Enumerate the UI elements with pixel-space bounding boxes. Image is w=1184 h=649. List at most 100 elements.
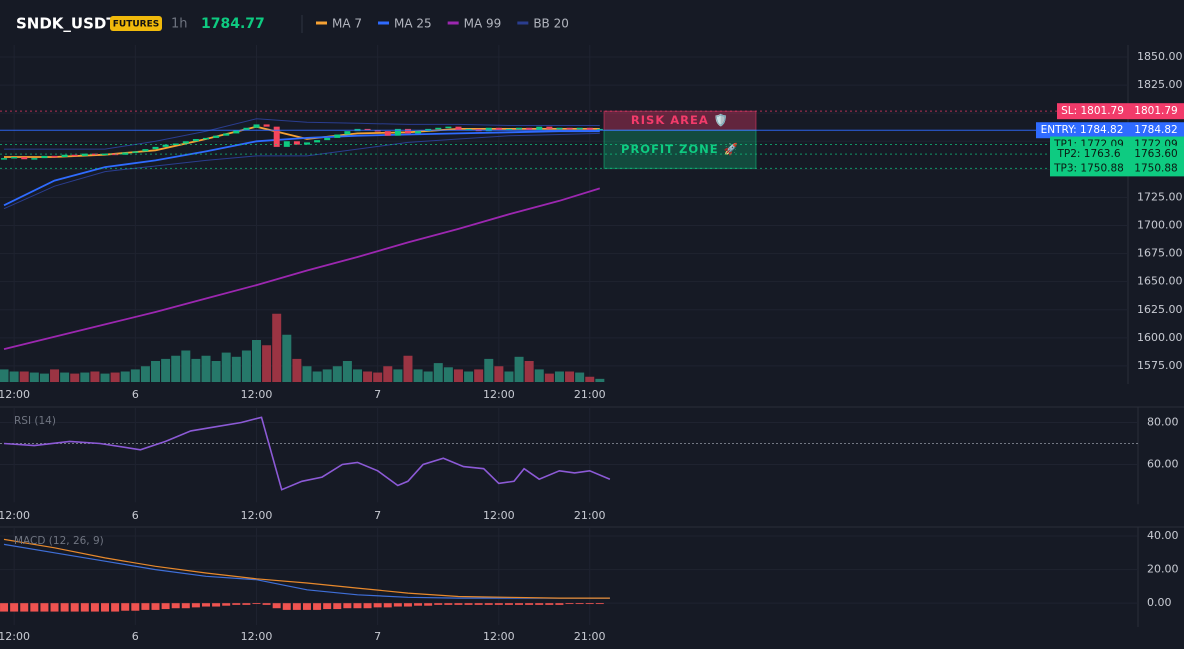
candle [243, 127, 250, 131]
histogram-bar [0, 603, 9, 612]
histogram-bar [30, 603, 39, 612]
candle [415, 131, 422, 134]
histogram-bar [515, 603, 524, 605]
histogram-bar [181, 603, 190, 609]
histogram-bar [70, 603, 79, 612]
candle [31, 158, 38, 160]
volume-bar [524, 361, 534, 382]
volume-bar [241, 350, 251, 382]
histogram-bar [464, 603, 473, 605]
histogram-bar [252, 603, 261, 605]
macd-line [3, 543, 610, 599]
volume-bar [363, 371, 373, 382]
histogram-bar [262, 603, 271, 605]
histogram-bar [585, 603, 594, 605]
histogram-bar [121, 603, 130, 611]
volume-bar [191, 358, 201, 382]
x-tick-label: 21:00 [574, 509, 606, 522]
histogram-bar [60, 603, 69, 612]
histogram-bar [414, 603, 423, 606]
histogram-bar [484, 603, 493, 605]
y-tick-label: 20.00 [1147, 563, 1179, 576]
candle [61, 154, 68, 157]
last-price: 1784.77 [201, 16, 265, 32]
volume-bar [413, 369, 423, 382]
candle [51, 155, 58, 158]
volume-bar [312, 371, 322, 382]
x-tick-label: 12:00 [0, 388, 30, 401]
level-tag-bg [1036, 122, 1128, 139]
y-tick-label: 1625.00 [1137, 303, 1183, 316]
axis-tag: 1763.60 [1134, 148, 1177, 160]
rsi-line [3, 416, 611, 491]
y-tick-label: 1825.00 [1137, 78, 1183, 91]
histogram-bar [393, 603, 402, 607]
candle [1, 158, 8, 160]
candle [556, 127, 563, 130]
candle [455, 126, 462, 131]
level-tag: TP2: 1763.6 [1056, 148, 1120, 160]
histogram-bar [201, 603, 210, 607]
x-tick-label: 12:00 [483, 630, 515, 643]
volume-bar [443, 367, 453, 382]
candle [344, 131, 351, 135]
volume-bar [211, 361, 221, 382]
candle [203, 137, 210, 140]
level-tag: TP3: 1750.88 [1053, 162, 1124, 174]
candle [526, 127, 533, 131]
volume-bar [403, 355, 413, 382]
candle [394, 128, 401, 136]
candle [495, 127, 502, 131]
histogram-bar [10, 603, 19, 612]
candle [11, 156, 18, 159]
histogram-bar [454, 603, 463, 605]
histogram-bar [80, 603, 89, 612]
x-tick-label: 21:00 [574, 630, 606, 643]
volume-bar [433, 363, 443, 382]
axis-tag-bg [1128, 160, 1184, 177]
zone-label: RISK AREA 🛡️ [631, 113, 729, 127]
histogram-bar [272, 603, 281, 609]
histogram-bar [444, 603, 453, 605]
volume-bar [140, 366, 150, 382]
candle [142, 149, 149, 152]
x-tick-label: 6 [132, 509, 139, 522]
candle [152, 146, 159, 150]
histogram-bar [50, 603, 59, 612]
volume-bar [171, 355, 181, 382]
level-tag-bg [1050, 160, 1128, 177]
x-tick-label: 12:00 [483, 509, 515, 522]
candle [233, 130, 240, 134]
candle [223, 133, 230, 136]
x-tick-label: 7 [374, 630, 381, 643]
indicator-line [3, 187, 601, 350]
candle [546, 126, 553, 129]
volume-bar [575, 372, 585, 382]
volume-bar [595, 378, 605, 382]
volume-bar [29, 372, 39, 382]
volume-bar [585, 376, 595, 382]
volume-bar [453, 369, 463, 382]
candle [273, 126, 280, 147]
volume-bar [110, 372, 120, 382]
candle [253, 124, 260, 128]
volume-bar [39, 373, 49, 382]
histogram-bar [353, 603, 362, 609]
axis-tag: 1801.79 [1134, 105, 1177, 117]
candle [374, 130, 381, 132]
level-tag-bg [1057, 103, 1128, 120]
candle [41, 155, 48, 159]
volume-bar [100, 373, 110, 382]
volume-bar [554, 371, 564, 382]
volume-bar [0, 369, 9, 382]
histogram-bar [403, 603, 412, 607]
axis-tag-bg [1128, 122, 1184, 139]
volume-bar [50, 369, 60, 382]
volume-bar [534, 369, 544, 382]
axis-tag: 1750.88 [1134, 162, 1177, 174]
badge: FUTURES [113, 20, 159, 30]
candle [192, 139, 199, 142]
indicator-line [3, 132, 600, 210]
candle [586, 127, 593, 131]
